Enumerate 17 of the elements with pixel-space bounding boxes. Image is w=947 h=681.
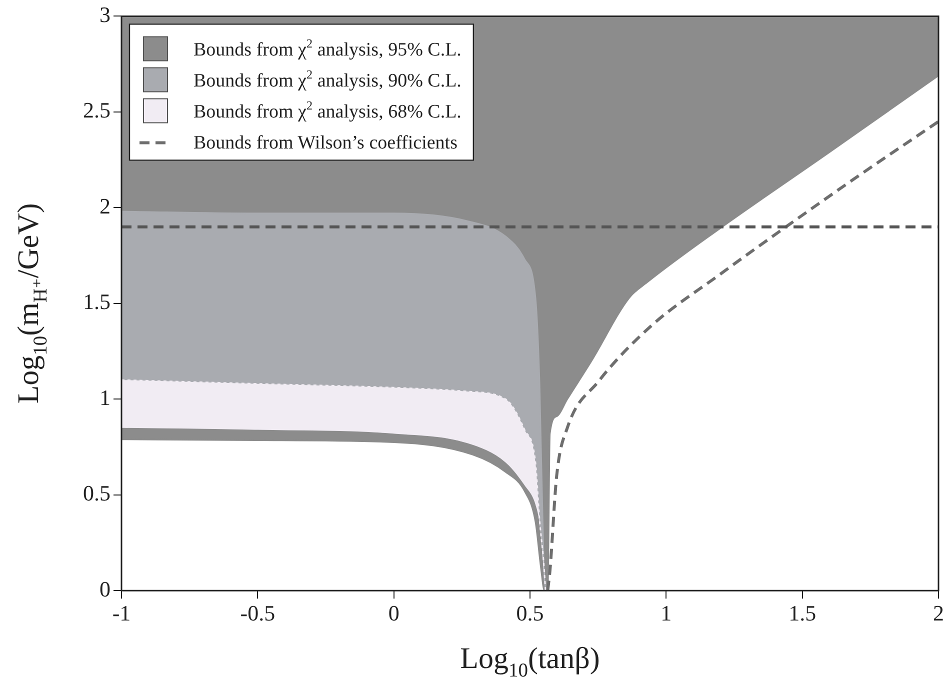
y-tick-label: 0.5 — [83, 480, 110, 506]
y-tick-label: 2.5 — [83, 98, 110, 123]
y-tick-label: 0 — [100, 576, 110, 602]
x-tick-label: -1 — [112, 600, 131, 626]
x-tick-label: 0.5 — [516, 600, 544, 626]
legend-label: Bounds from Wilson’s coefficients — [194, 132, 458, 154]
y-tick-label: 1 — [100, 384, 110, 410]
x-tick-label: 1.5 — [788, 600, 816, 626]
y-tick-label: 3 — [100, 2, 110, 27]
line-series — [546, 120, 938, 591]
x-tick-label: 2 — [933, 600, 944, 626]
x-tick-label: -0.5 — [240, 600, 276, 626]
y-tick-label: 1.5 — [83, 289, 110, 314]
y-axis-title: Log10(mH⁺/GeV) — [12, 203, 52, 404]
x-tick-label: 1 — [660, 600, 672, 626]
y-tick-label: 2 — [100, 193, 110, 218]
x-tick-label: 0 — [388, 600, 400, 626]
